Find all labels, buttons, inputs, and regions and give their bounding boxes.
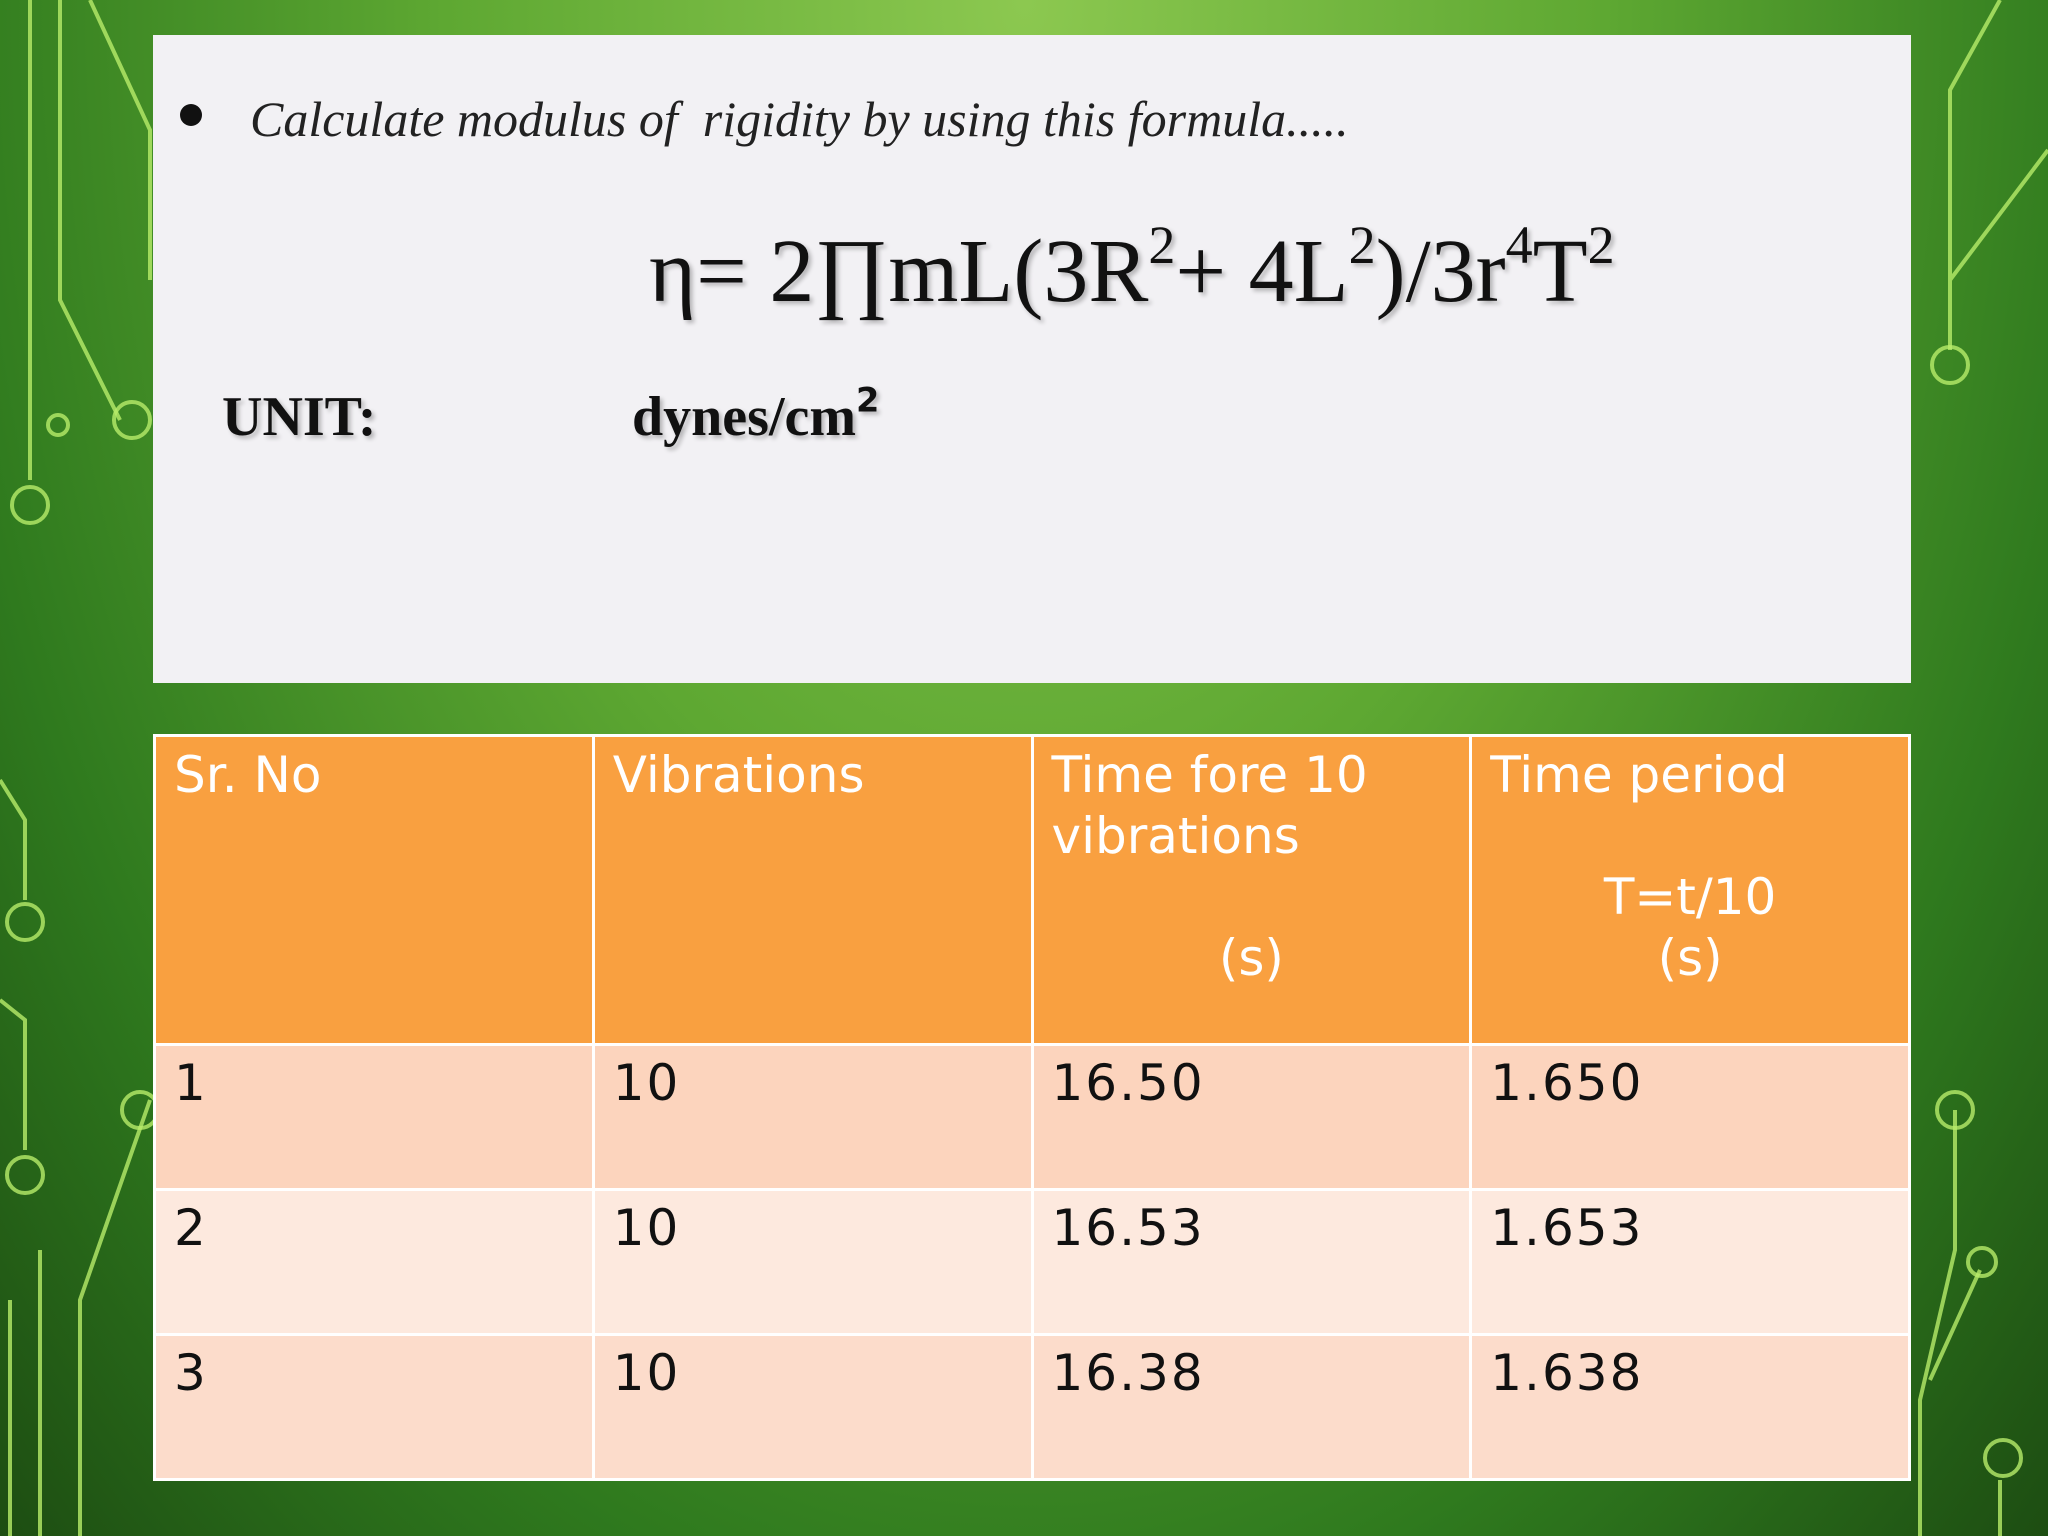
bullet-dot [180, 104, 202, 126]
unit-value: dynes/cm2 [632, 383, 879, 449]
table-cell: 10 [591, 1043, 1034, 1191]
table-cell: 3 [153, 1333, 595, 1481]
header-cell: Time period T=t/10 (s) [1469, 734, 1911, 1046]
header-line: (s) [1218, 929, 1284, 987]
content-card [153, 35, 1911, 683]
formula-part: η= 2∏mL(3R [649, 222, 1149, 321]
header-cell: Vibrations [591, 734, 1034, 1046]
table-cell: 1.653 [1469, 1188, 1911, 1336]
header-line: T=t/10 [1603, 868, 1777, 926]
table-cell: 16.50 [1030, 1043, 1473, 1191]
table-cell: 1 [153, 1043, 595, 1191]
formula-exponent: 2 [1587, 215, 1615, 276]
formula-exponent: 2 [1148, 215, 1176, 276]
table-cell: 10 [591, 1333, 1034, 1481]
header-line: Sr. No [174, 746, 322, 804]
formula-part: )/3r [1375, 222, 1506, 321]
bullet-text: Calculate modulus of rigidity by using t… [250, 91, 1349, 147]
header-row: Sr. No Vibrations Time fore 10 vibrations (s… [153, 734, 1911, 1046]
formula-part: T [1532, 222, 1588, 321]
header-line: Time period [1490, 746, 1788, 804]
header-cell: Time fore 10 vibrations (s) [1030, 734, 1473, 1046]
header-line: (s) [1657, 929, 1723, 987]
table-row: 1 10 16.50 1.650 [153, 1043, 1911, 1191]
table-cell: 16.38 [1030, 1333, 1473, 1481]
data-table: Sr. No Vibrations Time fore 10 vibrations (s… [153, 734, 1911, 1481]
formula-exponent: 4 [1505, 215, 1533, 276]
unit-label: UNIT: [222, 386, 377, 448]
table-cell: 16.53 [1030, 1188, 1473, 1336]
table-cell: 2 [153, 1188, 595, 1336]
table-cell: 1.650 [1469, 1043, 1911, 1191]
table-row: 3 10 16.38 1.638 [153, 1333, 1911, 1481]
header-cell: Sr. No [153, 734, 595, 1046]
formula-exponent: 2 [1348, 215, 1376, 276]
formula: η= 2∏mL(3R2+ 4L2)/3r4T2 [649, 218, 1615, 323]
unit-text: dynes/cm [632, 386, 856, 448]
header-line: Vibrations [612, 746, 865, 804]
header-line: vibrations [1051, 807, 1300, 865]
table-cell: 10 [591, 1188, 1034, 1336]
header-line: Time fore 10 [1051, 746, 1368, 804]
table-row: 2 10 16.53 1.653 [153, 1188, 1911, 1336]
table-cell: 1.638 [1469, 1333, 1911, 1481]
unit-exponent: 2 [856, 380, 880, 420]
formula-part: + 4L [1175, 222, 1349, 321]
